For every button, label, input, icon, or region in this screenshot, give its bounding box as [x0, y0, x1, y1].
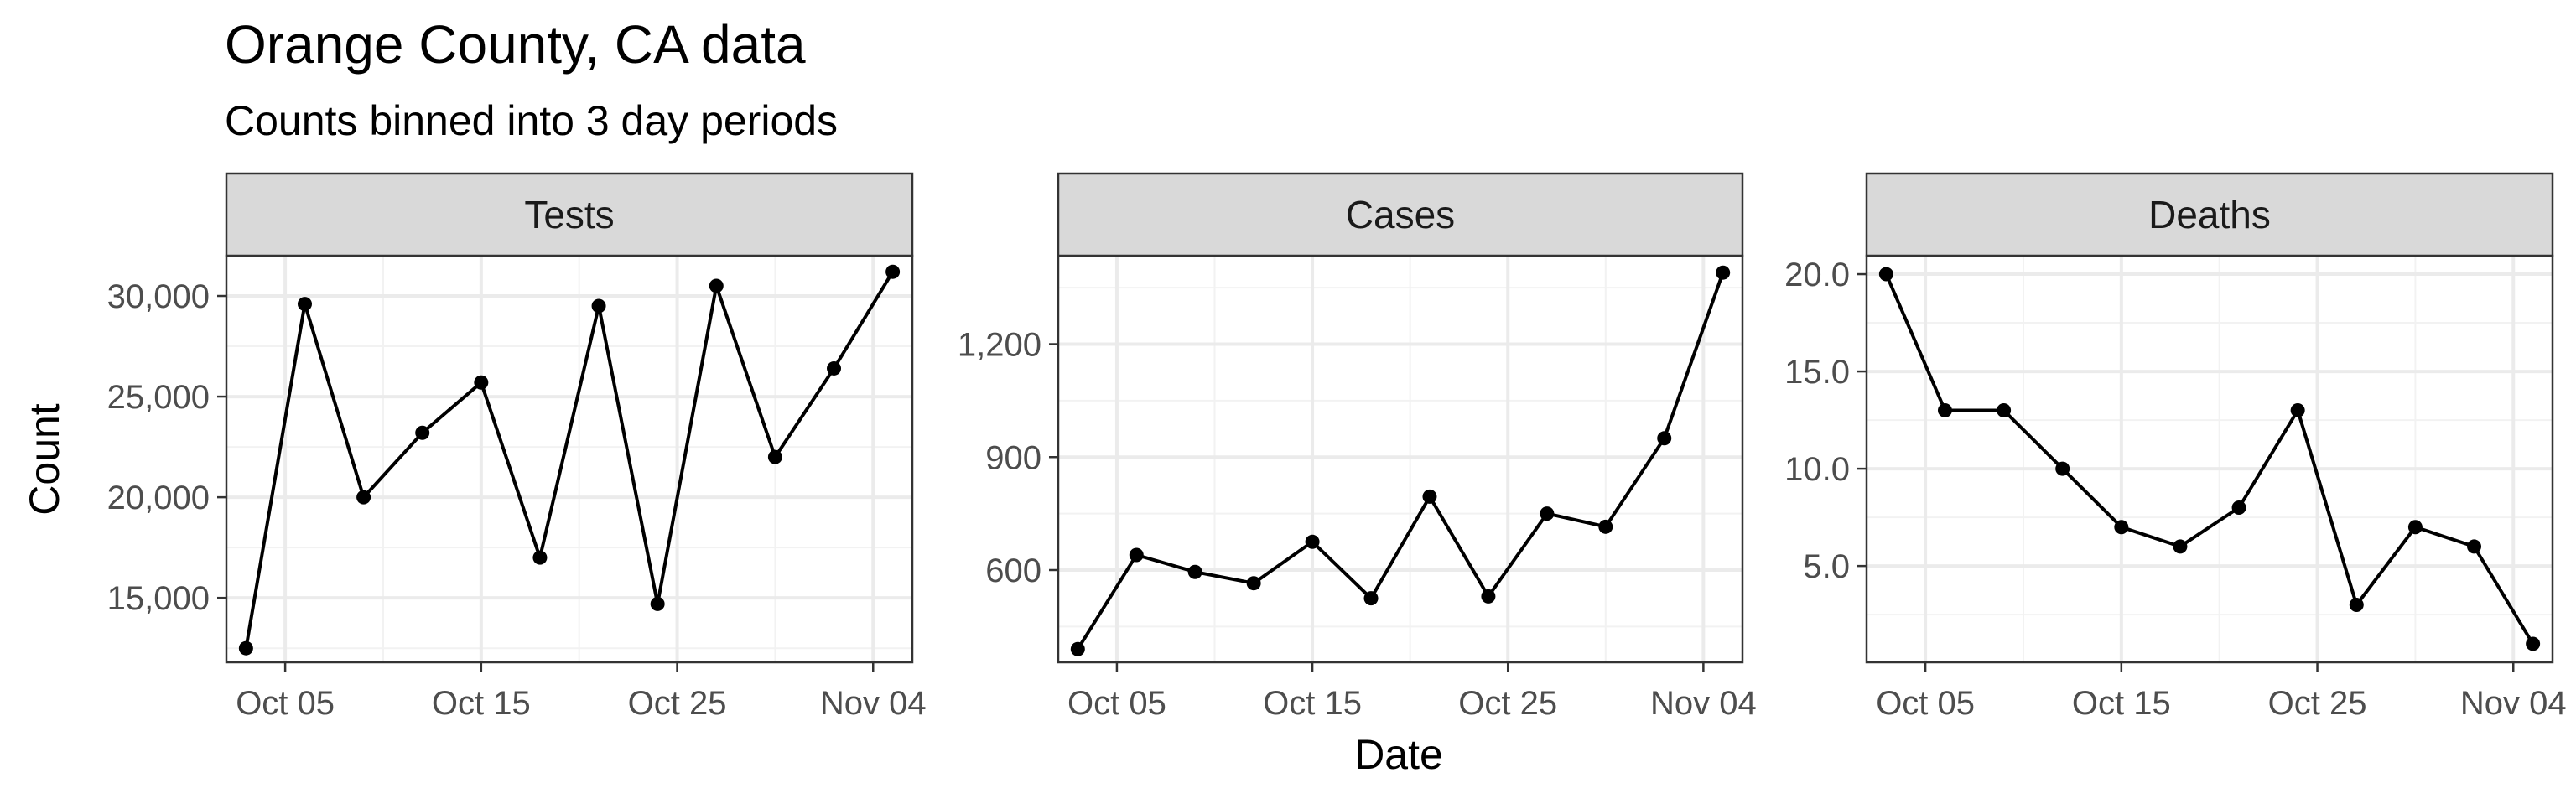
- strip-label: Deaths: [2148, 193, 2271, 236]
- data-point: [709, 278, 724, 293]
- x-tick-label: Oct 25: [628, 685, 727, 722]
- series-line: [244, 271, 895, 649]
- strip-label: Cases: [1346, 193, 1455, 236]
- facet-tests: Tests 15,000 20,000 25,000 30,000 Oct 05 Oct 1…: [107, 172, 927, 722]
- strip-background: [1865, 172, 2554, 257]
- data-point: [1187, 564, 1202, 579]
- y-tick-label: 600: [985, 552, 1041, 589]
- strip-label: Tests: [524, 193, 614, 236]
- data-point: [2231, 500, 2246, 516]
- data-point: [1481, 589, 1496, 604]
- x-tick-label: Nov 04: [2460, 685, 2567, 722]
- data-point: [2055, 461, 2070, 476]
- series-line: [1884, 273, 2535, 646]
- x-tick-label: Oct 25: [1458, 685, 1557, 722]
- y-tick-label: 15.0: [1784, 354, 1850, 391]
- x-tick-label: Oct 15: [2072, 685, 2171, 722]
- x-tick-label: Oct 05: [236, 685, 335, 722]
- data-point: [2467, 539, 2482, 554]
- data-point: [1246, 576, 1261, 591]
- panel-background: [1058, 256, 1742, 662]
- data-point: [238, 640, 253, 656]
- data-point: [1305, 534, 1320, 549]
- facet-cases: Cases 600 900 1,200 Oct 05 Oct 15 Oct 25 Nov 04: [958, 172, 1757, 722]
- data-point: [2526, 636, 2541, 651]
- data-point: [2173, 539, 2188, 554]
- strip-background: [1057, 172, 1744, 257]
- data-point: [2114, 520, 2129, 535]
- data-point: [415, 425, 430, 440]
- x-tick-label: Oct 05: [1067, 685, 1166, 722]
- y-axis-label: Count: [21, 403, 68, 516]
- data-point: [1422, 489, 1437, 504]
- y-tick-label: 20.0: [1784, 257, 1850, 293]
- data-point: [2407, 520, 2423, 535]
- data-point: [1070, 641, 1085, 656]
- x-tick-label: Nov 04: [820, 685, 927, 722]
- facets-layer: Tests 15,000 20,000 25,000 30,000 Oct 05 Oct 1…: [107, 172, 2567, 722]
- series-line: [1076, 272, 1725, 651]
- data-point: [591, 298, 606, 314]
- data-point: [886, 264, 901, 279]
- panel-background: [1867, 256, 2553, 662]
- y-tick-label: 15,000: [107, 580, 210, 617]
- data-point: [1129, 547, 1144, 563]
- data-point: [827, 360, 842, 376]
- panel-background: [226, 256, 912, 662]
- chart-title: Orange County, CA data: [225, 14, 806, 75]
- x-axis-label: Date: [1354, 731, 1443, 778]
- chart-subtitle: Counts binned into 3 day periods: [225, 97, 838, 144]
- data-point: [474, 375, 489, 390]
- data-point: [1540, 506, 1555, 521]
- data-point: [1363, 591, 1379, 606]
- x-tick-label: Oct 05: [1876, 685, 1975, 722]
- y-tick-label: 30,000: [107, 278, 210, 315]
- y-tick-label: 1,200: [958, 327, 1041, 364]
- data-point: [1716, 265, 1731, 280]
- x-tick-label: Nov 04: [1650, 685, 1757, 722]
- data-point: [1878, 267, 1893, 282]
- y-tick-label: 20,000: [107, 480, 210, 516]
- y-tick-label: 5.0: [1803, 548, 1850, 585]
- x-tick-label: Oct 15: [432, 685, 531, 722]
- x-tick-label: Oct 15: [1263, 685, 1362, 722]
- strip-background: [225, 172, 914, 257]
- y-tick-label: 10.0: [1784, 451, 1850, 488]
- data-point: [356, 490, 371, 505]
- data-point: [1937, 402, 1952, 417]
- data-point: [297, 297, 312, 312]
- data-point: [650, 596, 665, 611]
- data-point: [2349, 598, 2364, 613]
- data-point: [1657, 431, 1672, 446]
- y-tick-label: 900: [985, 439, 1041, 476]
- data-point: [1997, 402, 2012, 417]
- data-point: [532, 550, 548, 565]
- y-tick-label: 25,000: [107, 379, 210, 416]
- data-point: [2290, 402, 2305, 417]
- x-tick-label: Oct 25: [2268, 685, 2367, 722]
- data-point: [767, 449, 782, 464]
- facet-deaths: Deaths 5.0 10.0 15.0 20.0 Oct 05 Oct 15 Oct 25 N…: [1784, 172, 2567, 722]
- data-point: [1598, 519, 1613, 534]
